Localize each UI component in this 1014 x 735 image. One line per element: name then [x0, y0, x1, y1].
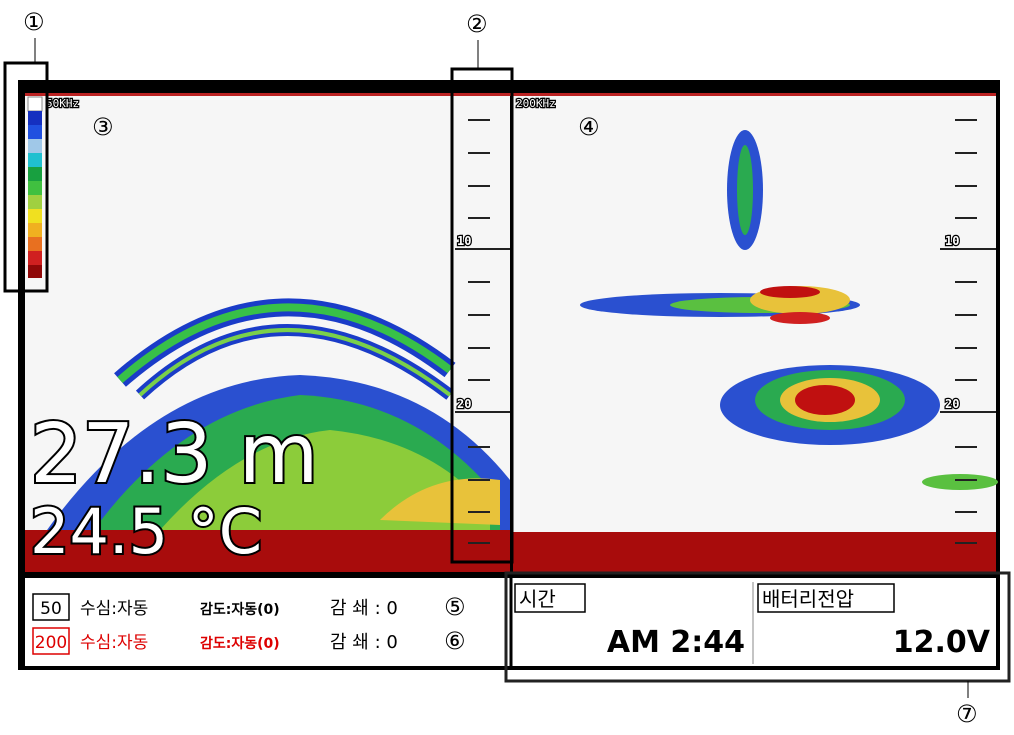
depth-scale: [455, 119, 996, 544]
scale-label: 20: [945, 397, 959, 411]
label-box: [514, 583, 586, 613]
scale-label: 20: [457, 397, 471, 411]
channel-box: [32, 593, 70, 621]
label-box: [757, 583, 895, 613]
gain: 감도:자동(0): [200, 635, 280, 652]
annotation: ⑦: [956, 700, 978, 728]
annotation: ⑥: [444, 627, 466, 655]
annotation-box: [3, 61, 49, 293]
scale-label: 10: [945, 234, 959, 248]
echo-right: [513, 130, 998, 572]
annotation: ②: [466, 10, 488, 38]
attenuation: 감 쇄 : 0: [330, 632, 398, 653]
annotation: ①: [23, 8, 45, 36]
depth-mode: 수심:자동: [80, 633, 148, 653]
depth-readout: 27.3 m: [30, 407, 319, 502]
channel: 50: [40, 599, 62, 619]
battery-label: 배터리전압: [762, 587, 854, 611]
annotation: ③: [92, 113, 114, 141]
color-scale: [27, 96, 43, 278]
depth-mode: 수심:자동: [80, 599, 148, 619]
annotation-box: [450, 67, 514, 564]
echo-left: [25, 298, 510, 572]
scale-label: 10: [457, 234, 471, 248]
annotation-box: [504, 571, 1011, 683]
frequency-label: 50KHz: [46, 97, 79, 110]
attenuation: 감 쇄 : 0: [330, 598, 398, 619]
annotation: ⑤: [444, 593, 466, 621]
gain: 감도:자동(0): [200, 601, 280, 618]
frequency-label: 200KHz: [516, 97, 556, 110]
time-label: 시간: [519, 587, 556, 611]
channel: 200: [35, 633, 67, 653]
battery-value: 12.0V: [893, 625, 991, 660]
channel-box: [32, 627, 70, 655]
time-value: AM 2:44: [607, 625, 745, 660]
annotation: ④: [578, 113, 600, 141]
temperature-readout: 24.5 °C: [30, 495, 262, 568]
